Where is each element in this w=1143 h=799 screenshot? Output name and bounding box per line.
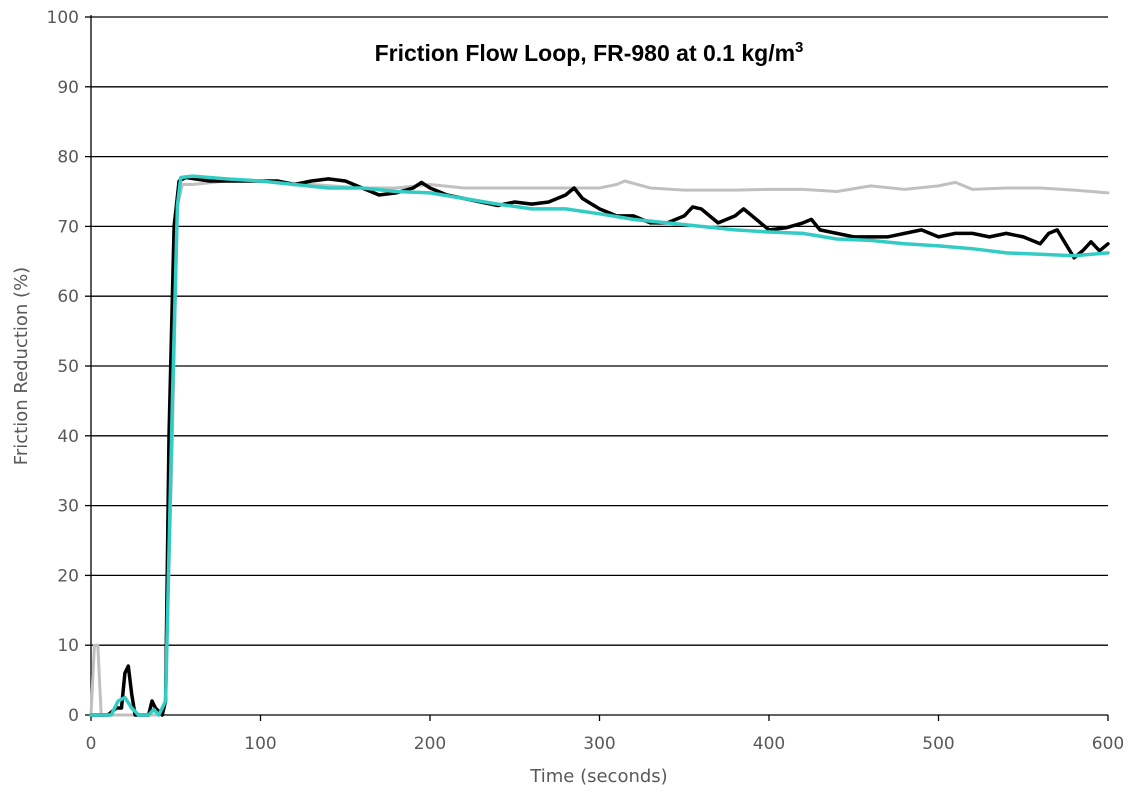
axes: 0 10 20 30 40 50 60 70 80 90 100 0 100 200 300 400 500 60… xyxy=(47,8,1125,754)
y-axis-title: Friction Reduction (%) xyxy=(11,267,32,465)
y-tick-label: 30 xyxy=(57,497,79,517)
y-tick-label: 100 xyxy=(47,8,79,28)
x-tick-label: 300 xyxy=(583,734,615,754)
chart-title: Friction Flow Loop, FR-980 at 0.1 kg/m3 xyxy=(375,39,804,66)
y-tick-label: 40 xyxy=(57,427,79,447)
gridlines xyxy=(91,16,1108,646)
y-tick-label: 20 xyxy=(57,566,79,586)
y-tick-label: 10 xyxy=(57,636,79,656)
x-tick-label: 200 xyxy=(414,734,446,754)
x-tick-label: 500 xyxy=(922,734,954,754)
y-tick-label: 50 xyxy=(57,357,79,377)
series-line-1 xyxy=(89,179,1110,717)
y-tick-label: 70 xyxy=(57,217,79,237)
series-line-3 xyxy=(89,174,1110,717)
chart-title-superscript: 3 xyxy=(795,39,803,56)
x-axis-title: Time (seconds) xyxy=(529,766,667,787)
series-lines xyxy=(89,174,1110,717)
x-tick-label: 400 xyxy=(753,734,785,754)
x-tick-label: 100 xyxy=(244,734,276,754)
y-tick-label: 80 xyxy=(57,148,79,168)
series-line-2 xyxy=(89,175,1110,717)
x-tick-label: 600 xyxy=(1092,734,1124,754)
y-tick-label: 60 xyxy=(57,287,79,307)
x-tick-label: 0 xyxy=(86,734,97,754)
y-tick-label: 0 xyxy=(68,706,79,726)
chart-title-text: Friction Flow Loop, FR-980 at 0.1 kg/m xyxy=(375,40,795,66)
y-tick-label: 90 xyxy=(57,78,79,98)
